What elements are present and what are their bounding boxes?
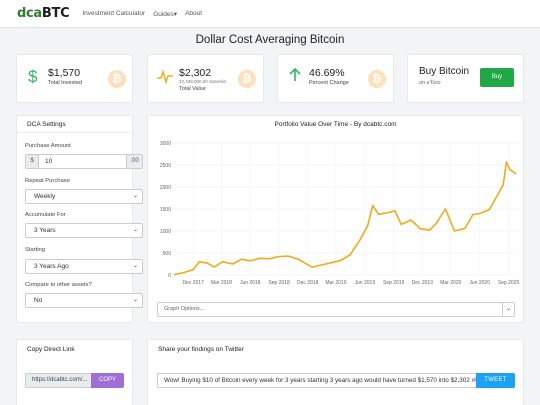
starting-select[interactable]: 3 Years Ago ⌄ [25, 259, 143, 274]
buy-bitcoin-card: Buy Bitcoin on eToro Buy [407, 54, 524, 103]
dca-settings-title: DCA Settings [17, 116, 132, 133]
dca-settings-panel: DCA Settings Purchase Amount $ 10 .00 Re… [16, 115, 143, 323]
chart-title: Portfolio Value Over Time - By dcabtc.co… [274, 121, 397, 128]
percent-change-card: 46.69% Percent Change ₿ [277, 54, 394, 103]
buy-button[interactable]: Buy [480, 68, 514, 87]
share-title: Share your findings on Twitter [158, 346, 244, 353]
x-tick-label: Jun 2018 [240, 280, 261, 286]
buy-bitcoin-sub: on eToro [419, 80, 441, 86]
chevron-down-icon: ⌄ [132, 297, 138, 303]
total-value-label: Total Value [179, 86, 206, 92]
x-tick-label: Mar 2018 [211, 280, 232, 286]
copy-link-title: Copy Direct Link [27, 346, 75, 353]
y-tick-label: 2000 [160, 185, 171, 191]
chart-panel: Portfolio Value Over Time - By dcabtc.co… [147, 115, 524, 323]
nav-link-investment-calculator[interactable]: Investment Calculator [82, 9, 146, 17]
total-invested-value: $1,570 [48, 67, 81, 79]
purchase-amount-input[interactable]: $ 10 .00 [25, 154, 143, 169]
repeat-purchase-value: Weekly [34, 193, 56, 200]
percent-change-label: Percent Change [309, 80, 349, 86]
dollar-icon: $ [28, 67, 38, 84]
y-tick-label: 1500 [160, 207, 171, 213]
arrow-up-icon [289, 68, 301, 81]
purchase-amount-field[interactable]: 10 [45, 158, 53, 165]
pulse-icon [157, 70, 173, 84]
brand-logo[interactable]: dcaBTC [17, 6, 70, 21]
y-tick-label: 3000 [160, 141, 171, 147]
compare-assets-select[interactable]: No ⌄ [25, 293, 143, 308]
portfolio-value-line [173, 161, 517, 276]
nav-link-guides[interactable]: Guides▾ [153, 10, 177, 18]
graph-options-placeholder: Graph Options... [164, 306, 205, 312]
percent-change-value: 46.69% [309, 67, 345, 79]
direct-link-field[interactable]: https://dcabtc.com/... [25, 373, 91, 388]
y-tick-label: 500 [163, 251, 172, 257]
starting-value: 3 Years Ago [34, 263, 69, 270]
copy-button[interactable]: COPY [91, 373, 124, 388]
copy-link-panel: Copy Direct Link https://dcabtc.com/... … [16, 339, 133, 405]
tweet-button[interactable]: TWEET [476, 373, 515, 388]
x-tick-label: Mar 2019 [325, 280, 346, 286]
bitcoin-icon: ₿ [238, 70, 256, 88]
brand-part2: BTC [41, 6, 70, 21]
portfolio-chart: 0 500 1000 1500 2000 2500 3000 Dec 2017 Mar 2018… [160, 141, 520, 286]
x-tick-label: Dec 2018 [297, 280, 319, 286]
x-tick-label: Sep 2019 [383, 280, 405, 286]
graph-options-select[interactable]: Graph Options... ⌄ [157, 302, 515, 317]
total-invested-card: $ $1,570 Total Invested ₿ [16, 54, 133, 103]
chevron-down-icon: ⌄ [132, 227, 138, 233]
currency-addon: $ [26, 155, 39, 168]
total-invested-label: Total Invested [48, 80, 82, 86]
total-value-value: $2,302 [179, 67, 212, 79]
accumulate-for-select[interactable]: 3 Years ⌄ [25, 223, 143, 238]
nav-links: Investment Calculator Guides▾ About [82, 10, 210, 18]
compare-assets-value: No [34, 297, 43, 304]
x-tick-label: Mar 2020 [440, 280, 461, 286]
brand-part1: dca [17, 6, 42, 21]
buy-bitcoin-title: Buy Bitcoin [419, 66, 470, 77]
svg-text:$: $ [28, 67, 38, 84]
bitcoin-icon: ₿ [368, 70, 386, 88]
chevron-down-icon: ⌄ [502, 303, 514, 316]
satoshis-value: 22,338,000.00 Satoshis [179, 79, 227, 84]
chevron-down-icon: ⌄ [132, 263, 138, 269]
accumulate-for-value: 3 Years [34, 227, 56, 234]
share-panel: Share your findings on Twitter Wow! Buyi… [147, 339, 524, 405]
x-tick-label: Dec 2019 [412, 280, 434, 286]
starting-label: Starting [25, 247, 45, 253]
compare-assets-label: Compare to other assets? [25, 282, 92, 288]
purchase-amount-label: Purchase Amount [25, 143, 71, 149]
page-title: Dollar Cost Averaging Bitcoin [195, 34, 345, 46]
x-tick-label: Dec 2017 [182, 280, 204, 286]
nav-link-about[interactable]: About [185, 9, 203, 17]
y-tick-label: 1000 [160, 229, 171, 235]
accumulate-for-label: Accumulate For [25, 212, 66, 218]
cents-addon: .00 [126, 155, 142, 168]
chevron-down-icon: ▾ [173, 10, 178, 18]
y-tick-label: 0 [168, 273, 171, 279]
repeat-purchase-label: Repeat Purchase [25, 178, 70, 184]
x-tick-label: Jun 2020 [469, 280, 490, 286]
tweet-text-field[interactable]: Wow! Buying $10 of Bitcoin every week fo… [157, 373, 476, 388]
nav-link-guides-label: Guides [153, 10, 174, 18]
bitcoin-icon: ₿ [108, 70, 126, 88]
navbar: dcaBTC Investment Calculator Guides▾ Abo… [0, 0, 540, 28]
total-value-card: $2,302 22,338,000.00 Satoshis Total Valu… [147, 54, 264, 103]
y-tick-label: 2500 [160, 163, 171, 169]
x-tick-label: Sep 2018 [268, 280, 290, 286]
chevron-down-icon: ⌄ [132, 193, 138, 199]
x-tick-label: Jun 2019 [355, 280, 376, 286]
repeat-purchase-select[interactable]: Weekly ⌄ [25, 189, 143, 204]
x-tick-label: Sep 2020 [498, 280, 520, 286]
tweet-group: Wow! Buying $10 of Bitcoin every week fo… [157, 373, 515, 388]
copy-link-group: https://dcabtc.com/... COPY [25, 373, 124, 388]
